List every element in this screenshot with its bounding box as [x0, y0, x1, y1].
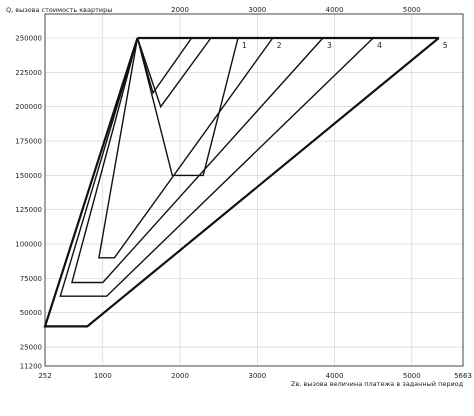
series-line	[136, 37, 212, 109]
series-line	[59, 37, 374, 297]
series-label: 1	[242, 41, 247, 50]
series-line	[70, 37, 324, 284]
x-axis-label: Zв, вызова величина платежа в заданный п…	[291, 380, 464, 388]
plot-frame	[44, 13, 464, 367]
x-tick-label-bottom: 5663	[454, 372, 472, 380]
y-tick-label: 125000	[15, 206, 42, 214]
series-group: 1 2 3 4 5	[43, 36, 448, 328]
x-tick-label-top: 3000	[248, 6, 266, 14]
x-tick-label-top: 4000	[326, 6, 344, 14]
series-line	[98, 37, 274, 259]
y-tick-label: 25000	[20, 344, 42, 352]
ticks: 2500002250002000001750001500001250001000…	[15, 6, 472, 380]
series-label: 3	[327, 41, 332, 50]
y-tick-label: 150000	[15, 172, 42, 180]
y-tick-label: 250000	[15, 35, 42, 43]
y-tick-label: 175000	[15, 138, 42, 146]
x-tick-label-bottom: 4000	[326, 372, 344, 380]
y-tick-label: 75000	[20, 275, 42, 283]
y-tick-label: 225000	[15, 69, 42, 77]
y-tick-label: 11200	[20, 363, 42, 371]
series-label: 4	[377, 41, 382, 50]
y-tick-label: 50000	[20, 309, 42, 317]
x-tick-label-bottom: 1000	[94, 372, 112, 380]
x-tick-label-bottom: 2000	[171, 372, 189, 380]
series-line	[136, 37, 239, 177]
series-label: 5	[443, 41, 448, 50]
y-axis-label: Q, вызова стоимость квартиры	[6, 6, 112, 14]
series-label: 2	[277, 41, 282, 50]
series-line	[136, 37, 193, 95]
x-tick-label-top: 2000	[171, 6, 189, 14]
y-tick-label: 200000	[15, 103, 42, 111]
series-line	[43, 37, 440, 328]
x-tick-label-top: 5000	[403, 6, 421, 14]
x-tick-label-bottom: 3000	[248, 372, 266, 380]
x-tick-label-bottom: 5000	[403, 372, 421, 380]
y-tick-label: 100000	[15, 241, 42, 249]
x-tick-label-bottom: 252	[38, 372, 51, 380]
